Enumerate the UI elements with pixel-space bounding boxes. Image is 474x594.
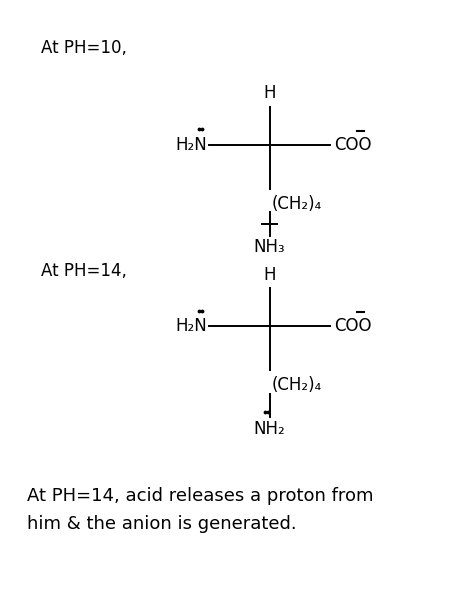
Text: NH₃: NH₃ bbox=[254, 238, 285, 257]
Text: H: H bbox=[264, 84, 276, 102]
Text: At PH=14,: At PH=14, bbox=[41, 262, 128, 280]
Text: H₂N: H₂N bbox=[175, 135, 207, 154]
Text: (CH₂)₄: (CH₂)₄ bbox=[272, 376, 322, 394]
Text: (CH₂)₄: (CH₂)₄ bbox=[272, 194, 322, 213]
Text: H: H bbox=[264, 266, 276, 283]
Text: H₂N: H₂N bbox=[175, 317, 207, 335]
Text: At PH=10,: At PH=10, bbox=[41, 39, 128, 57]
Text: COO: COO bbox=[334, 317, 371, 335]
Text: At PH=14, acid releases a proton from
him & the anion is generated.: At PH=14, acid releases a proton from hi… bbox=[27, 487, 374, 533]
Text: COO: COO bbox=[334, 135, 371, 154]
Text: NH₂: NH₂ bbox=[254, 420, 285, 438]
